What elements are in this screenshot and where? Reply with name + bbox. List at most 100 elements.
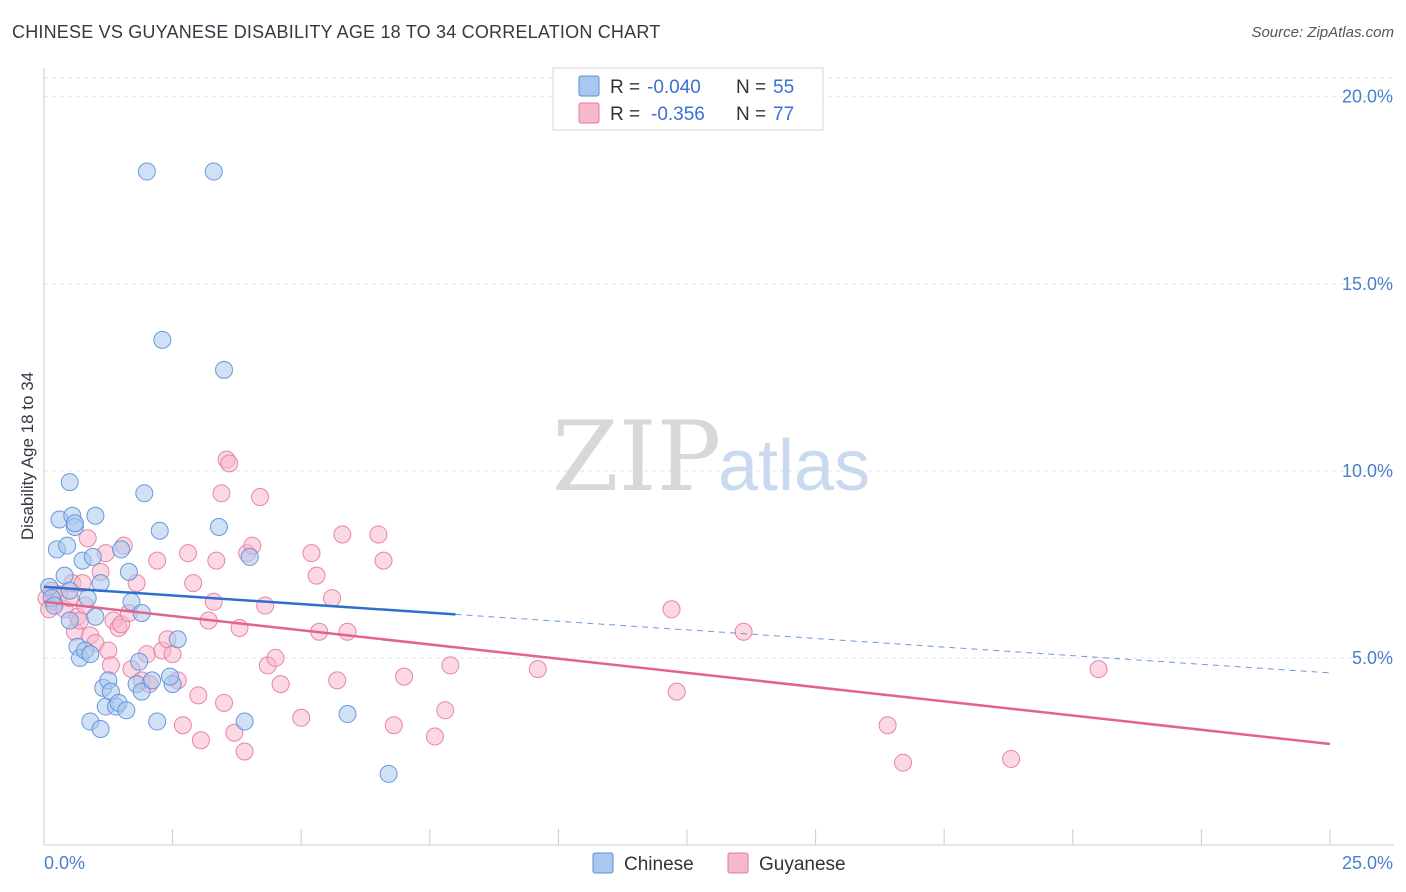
chinese-n-value: 55 — [773, 77, 794, 98]
chinese-point — [338, 705, 357, 724]
guyanese-point — [212, 484, 231, 503]
bottom-legend-chinese-label: Chinese — [624, 854, 694, 875]
guyanese-point — [1089, 660, 1108, 679]
guyanese-point — [292, 708, 311, 727]
guyanese-point — [328, 671, 347, 690]
guyanese-point — [179, 544, 198, 563]
chinese-point — [119, 562, 138, 581]
x-tick-labels: 0.0% 25.0% — [44, 853, 1393, 873]
chinese-point — [117, 701, 136, 720]
guyanese-point — [1002, 749, 1021, 768]
chinese-point — [45, 596, 64, 615]
bottom-legend: Chinese Guyanese — [592, 852, 846, 875]
guyanese-point — [207, 551, 226, 570]
y-axis-label: Disability Age 18 to 34 — [18, 372, 37, 540]
chinese-point — [379, 764, 398, 783]
trend-lines — [43, 585, 1331, 746]
chinese-point — [81, 645, 100, 664]
y-tick-label: 5.0% — [1352, 648, 1393, 668]
guyanese-point — [878, 716, 897, 735]
bottom-legend-chinese-swatch — [592, 852, 614, 874]
chinese-point — [130, 652, 149, 671]
guyanese-point — [251, 488, 270, 507]
chinese-point — [60, 611, 79, 630]
guyanese-point — [266, 648, 285, 667]
chinese-point — [132, 682, 151, 701]
guyanese-point — [333, 525, 352, 544]
guyanese-trend-line — [43, 600, 1331, 746]
chinese-point — [143, 671, 162, 690]
guyanese-point — [173, 716, 192, 735]
chinese-r-value: -0.040 — [647, 77, 701, 98]
chinese-point — [161, 667, 180, 686]
guyanese-point — [528, 660, 547, 679]
guyanese-point — [204, 592, 223, 611]
chinese-trend-line — [43, 585, 456, 616]
guyanese-point — [425, 727, 444, 746]
chinese-n-label: N = — [736, 77, 766, 98]
guyanese-point — [148, 551, 167, 570]
bottom-legend-guyanese-label: Guyanese — [759, 854, 846, 875]
guyanese-point — [235, 742, 254, 761]
watermark-atlas: atlas — [718, 426, 870, 506]
guyanese-n-value: 77 — [773, 104, 794, 125]
watermark: ZIP atlas — [552, 401, 870, 513]
chinese-point — [148, 712, 167, 731]
y-tick-label: 10.0% — [1342, 461, 1393, 481]
chinese-point — [83, 547, 102, 566]
x-tick-label-max: 25.0% — [1342, 853, 1393, 873]
guyanese-point — [894, 753, 913, 772]
chinese-point — [55, 566, 74, 585]
guyanese-point — [256, 596, 275, 615]
stats-legend: R = -0.040 N = 55 R = -0.356 N = 77 — [552, 67, 824, 131]
chart-title: CHINESE VS GUYANESE DISABILITY AGE 18 TO… — [12, 22, 661, 42]
chinese-points — [40, 162, 398, 783]
guyanese-point — [99, 641, 118, 660]
guyanese-point — [374, 551, 393, 570]
guyanese-point — [225, 723, 244, 742]
guyanese-point — [220, 454, 239, 473]
chinese-point — [112, 540, 131, 559]
guyanese-point — [189, 686, 208, 705]
chinese-point — [60, 581, 79, 600]
guyanese-point — [338, 622, 357, 641]
guyanese-legend-swatch — [578, 102, 600, 124]
guyanese-point — [384, 716, 403, 735]
chinese-trend-extension — [455, 613, 1331, 674]
chinese-point — [78, 589, 97, 608]
guyanese-point — [734, 622, 753, 641]
grid-lines — [44, 77, 1394, 659]
chinese-point — [91, 720, 110, 739]
y-tick-label: 20.0% — [1342, 87, 1393, 107]
chinese-point — [150, 521, 169, 540]
watermark-zip: ZIP — [552, 401, 721, 513]
guyanese-point — [667, 682, 686, 701]
chinese-point — [168, 630, 187, 649]
y-tick-label: 15.0% — [1342, 274, 1393, 294]
guyanese-points — [37, 450, 1108, 772]
x-tick-label-min: 0.0% — [44, 853, 85, 873]
guyanese-n-label: N = — [736, 104, 766, 125]
guyanese-point — [441, 656, 460, 675]
chinese-legend-swatch — [578, 75, 600, 97]
chinese-point — [86, 506, 105, 525]
guyanese-point — [184, 574, 203, 593]
chinese-r-label: R = — [610, 77, 640, 98]
guyanese-point — [163, 645, 182, 664]
chinese-point — [204, 162, 223, 181]
chinese-point — [137, 162, 156, 181]
guyanese-r-label: R = — [610, 104, 640, 125]
chinese-point — [65, 514, 84, 533]
guyanese-point — [323, 589, 342, 608]
guyanese-point — [101, 656, 120, 675]
chinese-point — [215, 360, 234, 379]
chinese-point — [135, 484, 154, 503]
y-tick-labels: 5.0% 10.0% 15.0% 20.0% — [1342, 87, 1393, 668]
chinese-point — [86, 607, 105, 626]
chinese-point — [153, 330, 172, 349]
chinese-point — [60, 473, 79, 492]
guyanese-point — [436, 701, 455, 720]
guyanese-point — [662, 600, 681, 619]
guyanese-point — [307, 566, 326, 585]
